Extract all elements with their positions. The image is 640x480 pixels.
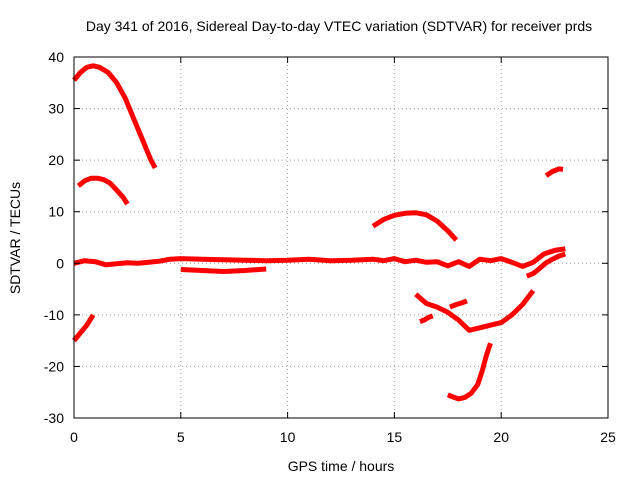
x-tick-label-0: 0 [70,429,78,445]
series-line-near-zero-main [73,246,566,269]
series-line-dip-minus-ten [414,289,536,333]
y-tick-label-2: -10 [44,307,64,323]
series-line-late-segment [525,251,567,279]
y-tick-label-5: 20 [48,152,64,168]
series-line-near-zero-dip [180,266,267,274]
y-tick-label-7: 40 [48,49,64,65]
y-tick-label-6: 30 [48,101,64,117]
x-tick-labels: 0 5 10 15 20 25 [70,429,616,445]
y-axis-label: SDTVAR / TECUs [7,182,23,294]
y-tick-label-1: -20 [44,358,64,374]
plot-frame [73,56,609,419]
chart-title: Day 341 of 2016, Sidereal Day-to-day VTE… [86,18,592,34]
series-line-deep-arc [446,342,493,402]
x-tick-label-5: 25 [600,429,616,445]
y-tick-label-4: 10 [48,204,64,220]
series-line-short-segment-a [419,313,434,324]
y-tick-label-0: -30 [44,410,64,426]
series-line-late-rise [544,166,564,178]
x-axis-label: GPS time / hours [288,458,395,474]
series-line-arc-high [72,63,158,170]
grid-layer [74,57,608,418]
series-line-short-segment-b [448,298,468,310]
x-tick-label-2: 10 [280,429,296,445]
x-tick-label-3: 15 [387,429,403,445]
series-line-hump-afternoon [371,210,459,242]
series-line-arc-low-rise [72,313,96,343]
y-tick-labels: -30 -20 -10 0 10 20 30 40 [44,49,64,426]
x-tick-label-4: 20 [493,429,509,445]
y-tick-label-3: 0 [56,255,64,271]
series-layer [72,63,567,402]
series-line-arc-mid [76,175,130,206]
x-tick-label-1: 5 [177,429,185,445]
